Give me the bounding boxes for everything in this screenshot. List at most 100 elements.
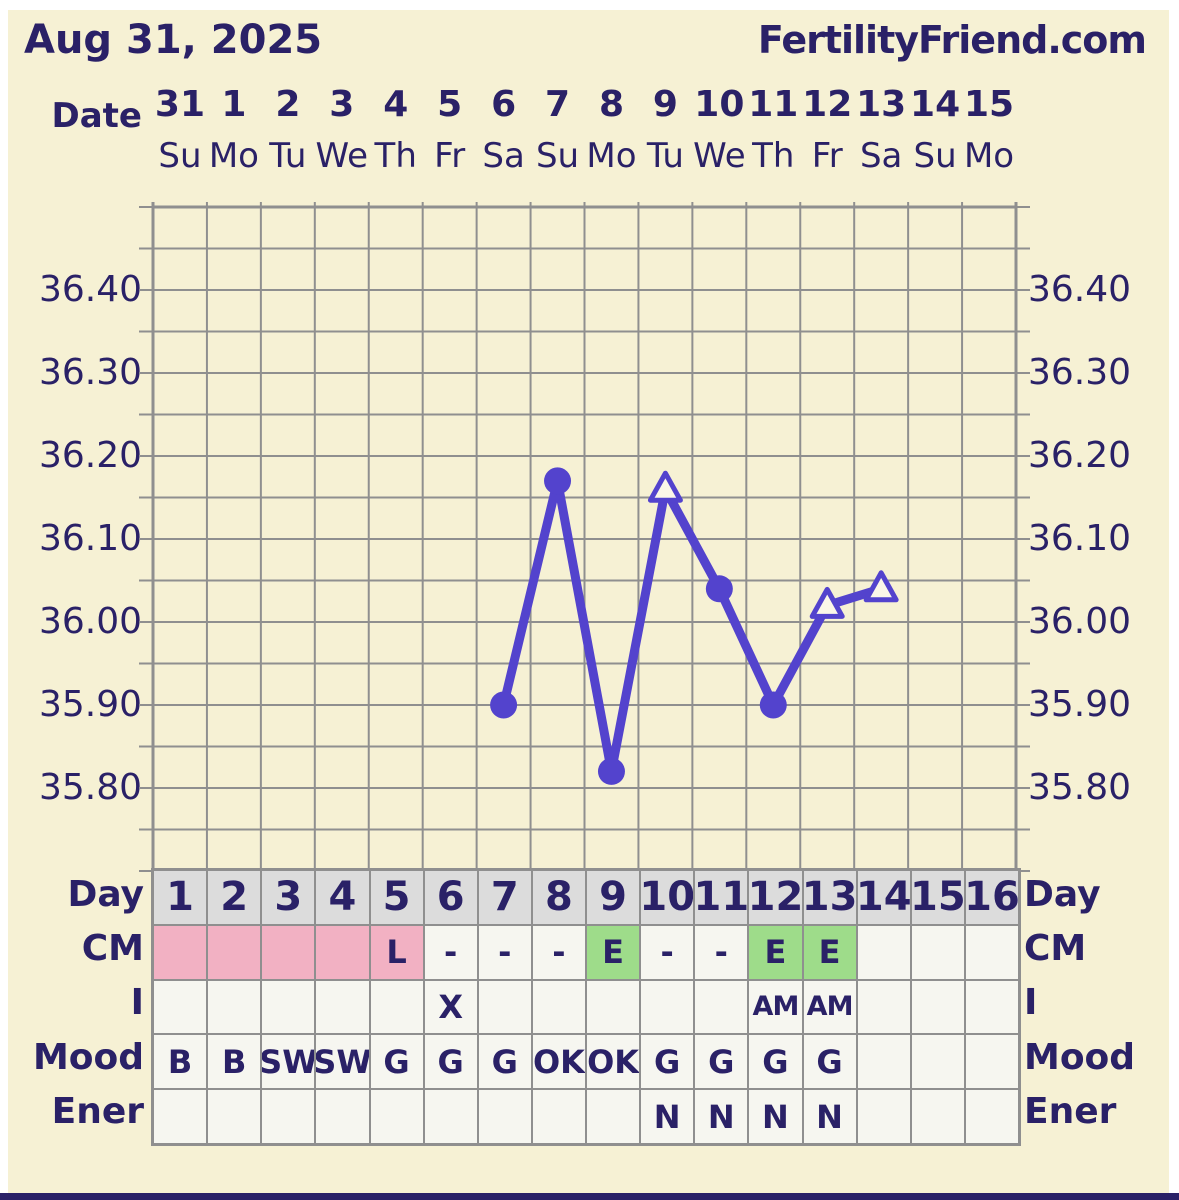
cm-cell (208, 925, 261, 979)
mood-cell: SW (316, 1035, 369, 1089)
weekday-label: Mo (963, 136, 1015, 176)
table-row-label-right: Mood (1024, 1037, 1136, 1078)
day-cell: 14 (857, 871, 910, 924)
date-number: 14 (910, 84, 961, 125)
table-row-label-left: Day (67, 874, 144, 915)
temp-tick-label-right: 36.00 (1028, 601, 1132, 642)
temp-dot-marker (759, 691, 787, 719)
date-axis-label: Date (51, 96, 142, 136)
weekday-label: Mo (586, 136, 637, 176)
cm-cell (154, 925, 207, 979)
weekday-label: Sa (859, 136, 903, 176)
cm-cell: - (532, 925, 585, 979)
weekday-label: Su (913, 136, 957, 176)
date-number: 13 (856, 84, 907, 125)
i-cell: AM (803, 980, 856, 1034)
mood-cell: OK (587, 1035, 640, 1089)
temperature-line (499, 476, 886, 776)
date-numbers-row: 31 1 2 3 4 5 6 7 8 9 10 11 12 13 14 15 (153, 84, 1016, 126)
table-row-label-left: I (130, 982, 144, 1023)
temp-tick-label-left: 36.00 (38, 601, 142, 642)
cm-cell: - (641, 925, 694, 979)
energy-cell (154, 1090, 207, 1143)
day-cell: 3 (262, 871, 315, 924)
day-cell: 8 (532, 871, 585, 924)
i-cell (478, 980, 531, 1034)
temp-tick-label-right: 36.20 (1028, 435, 1132, 476)
energy-cell (208, 1090, 261, 1143)
mood-cell: G (641, 1035, 694, 1089)
table-row-label-right: CM (1024, 928, 1087, 969)
i-cell (316, 980, 369, 1034)
mood-cell: B (154, 1035, 207, 1089)
temp-tick-label-left: 36.20 (38, 435, 142, 476)
day-cell: 16 (965, 871, 1018, 924)
mood-cell: G (370, 1035, 423, 1089)
temp-tick-label-right: 36.40 (1028, 269, 1132, 310)
day-cell: 4 (316, 871, 369, 924)
energy-cell (424, 1090, 477, 1143)
energy-cell (370, 1090, 423, 1143)
i-cell (911, 980, 964, 1034)
mood-cell: G (695, 1035, 748, 1089)
cm-cell: L (370, 925, 423, 979)
mood-cell (911, 1035, 964, 1089)
weekday-label: Mo (208, 136, 259, 176)
date-number: 2 (275, 84, 301, 125)
energy-cell (965, 1090, 1018, 1143)
date-number: 5 (437, 84, 463, 125)
i-cell (370, 980, 423, 1034)
temp-tick-label-left: 36.40 (38, 269, 142, 310)
temp-tick-label-right: 36.10 (1028, 518, 1132, 559)
temp-dot-marker (597, 757, 625, 785)
energy-cell (587, 1090, 640, 1143)
cm-cell: - (478, 925, 531, 979)
table-row-label-right: Day (1024, 874, 1101, 915)
temp-tick-label-left: 36.10 (38, 518, 142, 559)
day-cell: 12 (749, 871, 802, 924)
i-cell (857, 980, 910, 1034)
date-number: 31 (154, 84, 206, 125)
temp-tick-label-right: 36.30 (1028, 352, 1132, 393)
cm-cell: E (587, 925, 640, 979)
day-cell: 9 (587, 871, 640, 924)
energy-cell (532, 1090, 585, 1143)
date-number: 8 (598, 84, 624, 125)
date-number: 11 (748, 84, 799, 125)
i-cell (641, 980, 694, 1034)
temp-tick-label-left: 36.30 (38, 352, 142, 393)
weekday-label: Su (158, 136, 202, 176)
table-row-label-left: CM (81, 928, 144, 969)
day-cell: 6 (424, 871, 477, 924)
weekday-label: Th (752, 136, 795, 176)
mood-cell (965, 1035, 1018, 1089)
weekday-row: Su Mo Tu We Th Fr Sa Su Mo Tu We Th Fr Sa Su Mo (153, 136, 1016, 176)
weekday-label: Fr (434, 136, 466, 176)
table-row-label-right: Ener (1024, 1091, 1117, 1132)
day-cell: 5 (370, 871, 423, 924)
footer-bar (0, 1193, 1179, 1200)
day-cell: 13 (803, 871, 856, 924)
temp-tick-label-left: 35.90 (38, 684, 142, 725)
cm-cell (911, 925, 964, 979)
mood-cell: G (803, 1035, 856, 1089)
i-cell (154, 980, 207, 1034)
energy-cell (262, 1090, 315, 1143)
day-cell: 11 (695, 871, 748, 924)
weekday-label: Tu (646, 136, 684, 176)
weekday-label: Sa (482, 136, 525, 176)
day-cell: 2 (208, 871, 261, 924)
date-number: 3 (329, 84, 355, 125)
temp-dot-marker (705, 575, 733, 603)
weekday-label: We (693, 136, 746, 176)
date-number: 15 (963, 84, 1015, 125)
weekday-label: Th (374, 136, 417, 176)
mood-cell: SW (262, 1035, 315, 1089)
i-cell (587, 980, 640, 1034)
table-row: 1 2 3 4 5 6 7 8 9 10 11 12 13 14 15 16 (154, 871, 1018, 924)
date-number: 12 (802, 84, 853, 125)
day-cell: 10 (641, 871, 694, 924)
cm-cell: E (749, 925, 802, 979)
date-number: 9 (652, 84, 678, 125)
